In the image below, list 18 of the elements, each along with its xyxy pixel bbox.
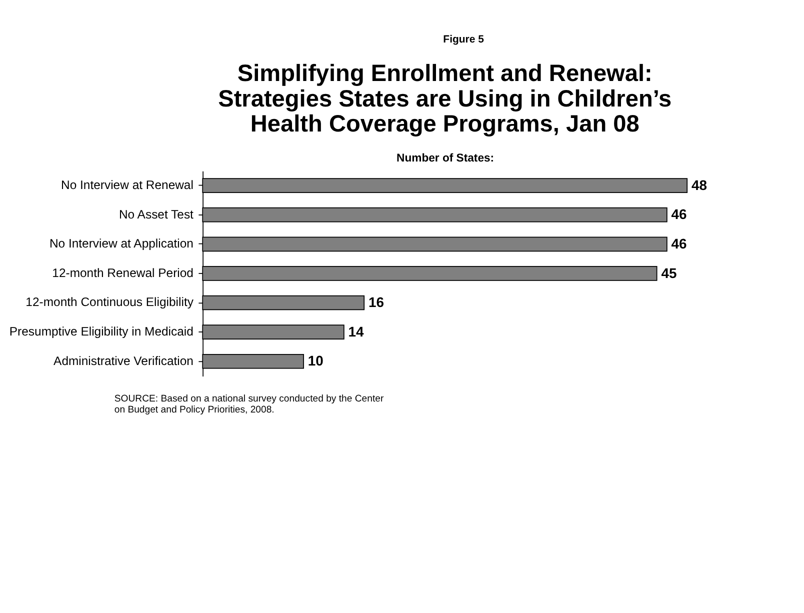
data-label: 16 bbox=[368, 294, 384, 310]
y-tick-label: No Interview at Renewal bbox=[61, 178, 194, 192]
x-axis-title: Number of States: bbox=[396, 152, 494, 165]
y-tick-label: No Asset Test bbox=[118, 207, 194, 222]
data-label: 46 bbox=[671, 236, 688, 252]
y-tick-label: 12-month Renewal Period bbox=[52, 266, 194, 280]
source-note: SOURCE: Based on a national survey conducted by the Center on Budget and Policy Priorities, 2008. bbox=[114, 393, 384, 416]
data-label: 10 bbox=[308, 352, 324, 369]
y-tick-label: Presumptive Eligibility in Medicaid bbox=[9, 324, 194, 339]
y-tick-label: 12-month Continuous Eligibility bbox=[26, 295, 194, 310]
data-label: 48 bbox=[691, 176, 708, 193]
data-label: 46 bbox=[671, 206, 688, 222]
data-label: 14 bbox=[348, 323, 364, 340]
y-tick-label: Administrative Verification bbox=[54, 354, 194, 368]
y-tick-label: No Interview at Application bbox=[49, 236, 194, 251]
caption: Figure 5 bbox=[443, 34, 484, 46]
chart-title: Simplifying Enrollment and Renewal: Strategies States are Using in Children’s Health Coverage Programs, Jan 08 bbox=[218, 60, 672, 137]
data-label: 45 bbox=[661, 264, 677, 281]
